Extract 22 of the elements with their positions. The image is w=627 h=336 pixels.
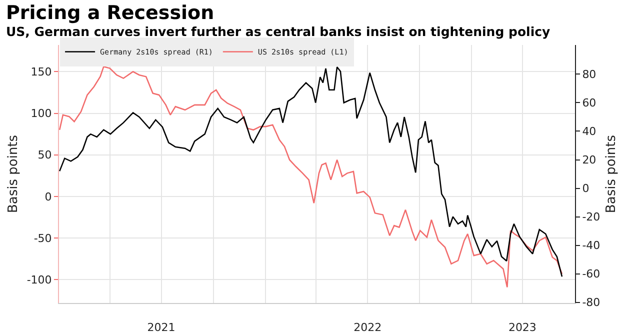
y-axis-title: Basis points <box>6 134 21 214</box>
y2-tick-label: 80 <box>582 68 596 82</box>
x-tick-label: 2022 <box>354 321 382 334</box>
y-tick-label: -100 <box>26 274 52 287</box>
y2-tick-label: 60 <box>582 96 596 110</box>
y-tick-label: 100 <box>30 107 52 120</box>
chart-subtitle: US, German curves invert further as central banks insist on tightening policy <box>6 24 552 40</box>
y2-axis-title: Basis points <box>604 134 619 214</box>
y2-tick-label: -20 <box>582 210 600 224</box>
x-tick-label: 2023 <box>508 321 536 334</box>
y-tick-label: 0 <box>44 190 52 204</box>
y2-tick-label: 0 <box>582 182 590 196</box>
chart-title: Pricing a Recession <box>6 2 216 24</box>
y2-tick-label: 20 <box>582 154 596 167</box>
y-tick-label: 150 <box>30 65 52 78</box>
y2-tick-label: 40 <box>582 125 596 138</box>
y2-tick-label: -40 <box>582 239 600 252</box>
y2-tick-label: -80 <box>582 296 600 310</box>
y-tick-label: 50 <box>38 148 52 162</box>
y2-tick-label: -60 <box>582 268 600 281</box>
x-tick-label: 2021 <box>147 321 176 334</box>
y-tick-label: -50 <box>34 232 52 245</box>
